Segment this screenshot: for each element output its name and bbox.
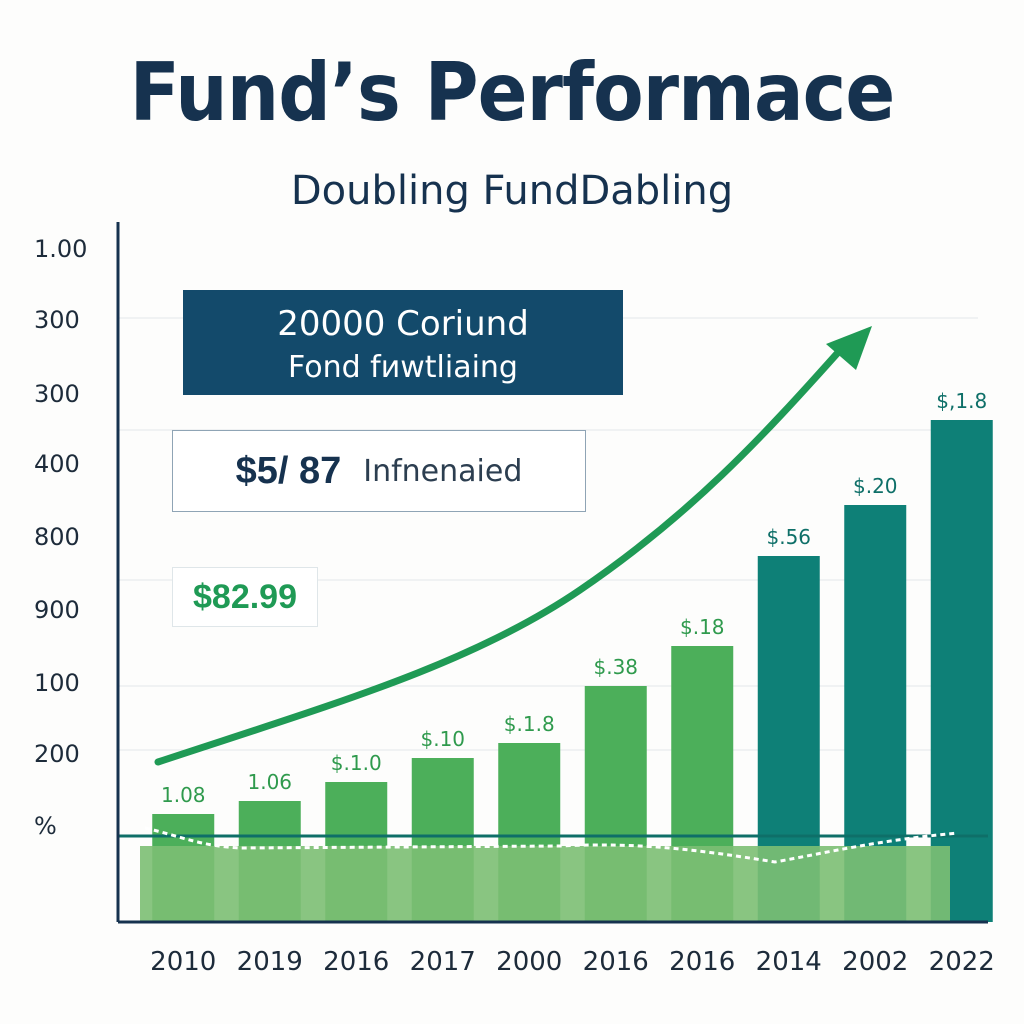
y-tick-label-5: 900 <box>34 596 80 624</box>
x-tick-label-2: 2016 <box>323 947 389 977</box>
bottom-fill-band <box>118 826 988 922</box>
x-tick-label-1: 2019 <box>237 947 303 977</box>
y-tick-label-8: % <box>34 812 57 840</box>
bottom-band <box>140 846 950 922</box>
data-label-5: $.38 <box>593 655 638 679</box>
trend-arrow-icon <box>154 326 872 766</box>
dashed-wave-line <box>144 826 959 864</box>
x-tick-label-9: 2022 <box>929 947 995 977</box>
x-tick-label-8: 2002 <box>842 947 908 977</box>
callout-dark-line1: 20000 Coriund <box>277 304 529 344</box>
bar-9 <box>930 420 993 922</box>
trend-arrow-head <box>826 326 872 370</box>
data-label-9: $,1.8 <box>936 389 987 413</box>
callout-outline-amount: $5/ 87 <box>235 449 342 492</box>
x-tick-label-6: 2016 <box>669 947 735 977</box>
y-tick-label-6: 100 <box>34 669 80 697</box>
callout-green-amount: $82.99 <box>172 567 318 627</box>
callout-outline-label: Infnenaied <box>363 453 523 489</box>
y-tick-labels: 1.00 300 300 400 800 900 100 200% <box>34 235 87 840</box>
x-tick-labels: 2010 2019 2016 2017 2000 2016 2016 2014 2002 2022 <box>150 947 995 977</box>
x-tick-label-5: 2016 <box>583 947 649 977</box>
x-tick-label-3: 2017 <box>410 947 476 977</box>
x-tick-label-4: 2000 <box>496 947 562 977</box>
axes <box>116 222 988 924</box>
y-tick-label-2: 300 <box>34 380 80 408</box>
y-tick-label-1: 300 <box>34 306 80 334</box>
data-label-1: 1.06 <box>247 770 292 794</box>
data-label-0: 1.08 <box>161 783 206 807</box>
data-label-8: $.20 <box>853 474 898 498</box>
data-label-2: $.1.0 <box>331 751 382 775</box>
x-tick-label-0: 2010 <box>150 947 216 977</box>
data-labels: 1.08 1.06 $.1.0 $.10 $.1.8 $.38 $.18 $.56 $.20 $,… <box>161 389 987 807</box>
data-label-6: $.18 <box>680 615 725 639</box>
data-label-3: $.10 <box>420 727 465 751</box>
data-label-4: $.1.8 <box>504 712 555 736</box>
y-tick-label-3: 400 <box>34 450 80 478</box>
chart-subtitle: Doubling FundDabling <box>290 168 734 214</box>
y-tick-label-0: 1.00 <box>34 235 87 263</box>
y-tick-label-4: 800 <box>34 523 80 551</box>
trend-arrow-line <box>154 344 846 766</box>
data-label-7: $.56 <box>766 525 811 549</box>
callout-dark-line2: Fond fиwtliaing <box>288 350 518 385</box>
chart-title: Fund’s Performace <box>129 46 896 139</box>
y-tick-label-7: 200 <box>34 740 80 768</box>
callout-dark: 20000 Coriund Fond fиwtliaing <box>183 290 623 395</box>
x-tick-label-7: 2014 <box>756 947 822 977</box>
callout-outline: $5/ 87 Infnenaied <box>172 430 586 512</box>
